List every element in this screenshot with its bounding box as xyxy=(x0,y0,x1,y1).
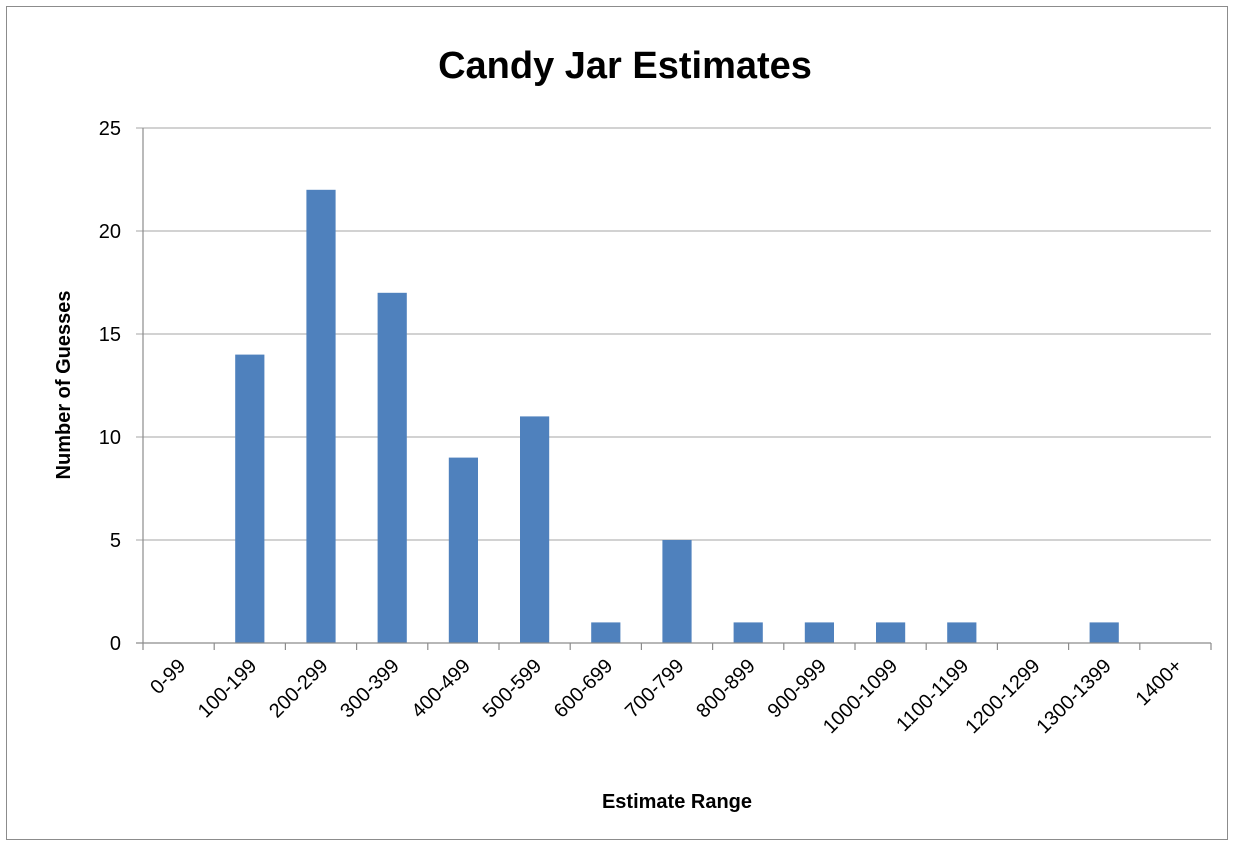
bar-300-399 xyxy=(377,292,407,643)
x-tick-label: 1200-1299 xyxy=(961,655,1044,738)
x-tick-label: 1100-1199 xyxy=(892,655,973,736)
y-axis-title: Number of Guesses xyxy=(53,291,75,480)
x-tick-label: 1000-1099 xyxy=(819,655,902,738)
chart-frame xyxy=(6,6,1228,840)
bar-700-799 xyxy=(662,540,692,643)
bar-1000-1099 xyxy=(876,622,906,643)
bar-500-599 xyxy=(520,416,550,643)
y-tick-labels: 0 5 10 15 20 25 xyxy=(99,118,121,655)
y-tick-label: 5 xyxy=(110,530,121,552)
x-tick-label: 600-699 xyxy=(550,655,617,722)
y-tick-label: 25 xyxy=(99,118,121,140)
x-tick-label: 300-399 xyxy=(336,655,403,722)
x-tick-label: 900-999 xyxy=(763,655,830,722)
bar-100-199 xyxy=(235,354,265,643)
bar-800-899 xyxy=(733,622,763,643)
x-tick-label: 1400+ xyxy=(1132,655,1187,710)
bars xyxy=(235,189,1119,644)
x-tick-label: 500-599 xyxy=(479,655,546,722)
bar-1100-1199 xyxy=(947,622,977,643)
x-tick-label: 700-799 xyxy=(621,655,688,722)
bar-600-699 xyxy=(591,622,621,643)
axes xyxy=(136,128,1212,650)
y-tick-label: 0 xyxy=(110,633,121,655)
x-tick-labels: 0-99 100-199 200-299 300-399 400-499 500-599 6… xyxy=(146,655,1187,738)
gridlines xyxy=(136,127,1211,541)
bar-200-299 xyxy=(306,189,336,644)
x-tick-label: 800-899 xyxy=(692,655,759,722)
y-tick-label: 10 xyxy=(99,427,121,449)
bar-400-499 xyxy=(448,457,478,643)
x-axis-title: Estimate Range xyxy=(602,791,752,813)
x-tick-label: 200-299 xyxy=(265,655,332,722)
x-tick-label: 0-99 xyxy=(146,655,190,699)
y-tick-label: 20 xyxy=(99,221,121,243)
x-tick-label: 1300-1399 xyxy=(1033,655,1116,738)
chart-title: Candy Jar Estimates xyxy=(438,45,812,87)
y-tick-label: 15 xyxy=(99,324,121,346)
bar-1300-1399 xyxy=(1089,622,1119,643)
x-tick-label: 100-199 xyxy=(194,655,261,722)
bar-900-999 xyxy=(804,622,834,643)
x-tick-label: 400-499 xyxy=(407,655,474,722)
